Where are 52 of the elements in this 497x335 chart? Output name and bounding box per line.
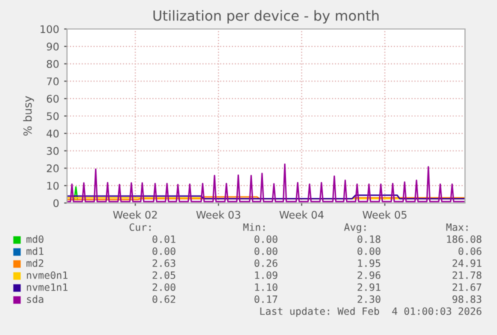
- text: 0.17: [254, 295, 278, 303]
- text: 1.09: [255, 271, 278, 279]
- text: 0.00: [152, 247, 176, 255]
- text: 2.05: [152, 271, 176, 279]
- text: Max:: [446, 223, 468, 231]
- x-tick-label: Week 03: [196, 210, 240, 219]
- text: 2.96: [358, 271, 380, 279]
- x-tick-label: Week 02: [113, 210, 157, 219]
- text: 0.62: [152, 295, 176, 303]
- y-tick-label: 0: [53, 199, 59, 208]
- legend-label: sda: [27, 295, 44, 303]
- text: 0.00: [254, 247, 278, 255]
- text: 2.63: [152, 259, 176, 267]
- text: 0.26: [254, 259, 278, 267]
- text: 2.00: [152, 283, 176, 291]
- text: 1.10: [255, 283, 278, 291]
- text: 0.00: [254, 235, 278, 243]
- text: Min:: [243, 223, 265, 231]
- text: Cur:: [130, 223, 151, 231]
- text: 0.01: [152, 235, 176, 243]
- y-tick-label: 70: [46, 77, 59, 86]
- text: 0.18: [358, 235, 380, 243]
- text: 21.67: [452, 283, 482, 291]
- chart-title: Utilization per device - by month: [153, 10, 379, 24]
- text: 1.95: [358, 259, 380, 267]
- text: 2.30: [358, 295, 380, 303]
- x-tick-label: Week 04: [279, 210, 324, 219]
- y-tick-label: 10: [47, 182, 59, 190]
- text: 21.78: [452, 271, 482, 279]
- y-tick-label: 40: [46, 130, 59, 138]
- legend-label: md1: [26, 247, 44, 255]
- legend-label: nvme1n1: [26, 283, 68, 291]
- text: 0.06: [458, 247, 482, 255]
- y-tick-label: 90: [46, 42, 59, 51]
- y-tick-label: 80: [46, 60, 59, 68]
- y-tick-label: 60: [46, 94, 59, 103]
- text: 24.91: [452, 259, 482, 267]
- text: 2.91: [358, 283, 380, 291]
- text: 186.08: [447, 235, 482, 243]
- text: 0.00: [358, 247, 380, 255]
- legend-label: md0: [26, 235, 44, 243]
- legend-label: nvme0n1: [26, 271, 68, 279]
- y-tick-label: 100: [40, 25, 59, 34]
- y-tick-label: 30: [46, 147, 59, 155]
- text: Last update: Wed Feb 4 01:00:03 2026: [260, 307, 482, 317]
- y-tick-label: 20: [46, 164, 59, 172]
- y-axis-title: % busy: [23, 96, 34, 136]
- x-tick-label: Week 05: [362, 210, 406, 219]
- legend-label: md2: [26, 259, 44, 267]
- text: 98.83: [452, 295, 482, 303]
- y-tick-label: 50: [46, 112, 59, 120]
- text: Avg:: [344, 223, 366, 233]
